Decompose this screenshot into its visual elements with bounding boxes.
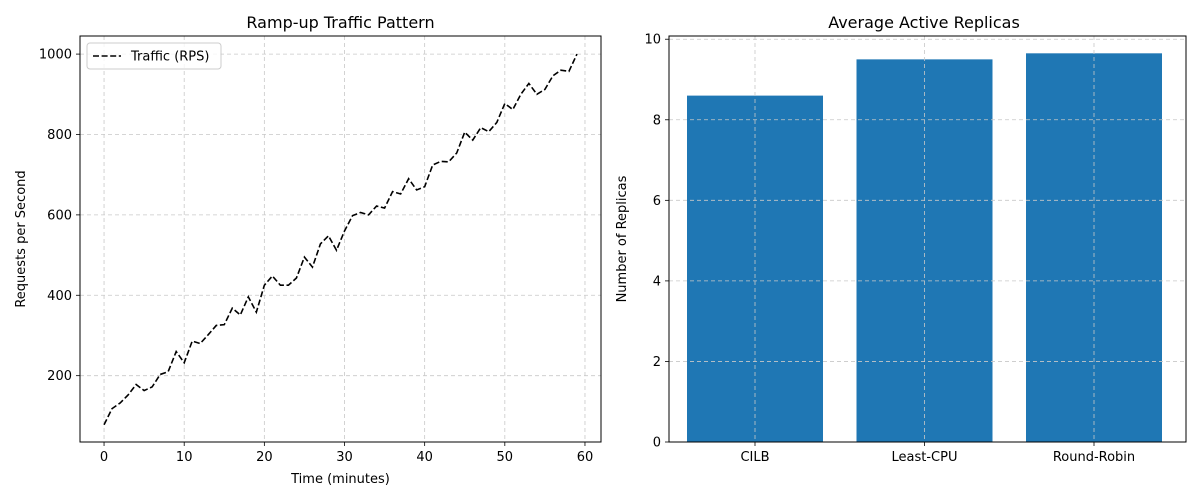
bar-chart-ticks: 0 2 4 6 8 10 CILB Least-CPU Round-Robin [644, 33, 1135, 465]
y-tick-label: 1000 [39, 48, 72, 63]
bar-chart-title: Average Active Replicas [828, 13, 1020, 32]
bar-chart-y-axis-label: Number of Replicas [615, 175, 630, 302]
bar-chart-axes-frame [668, 35, 1187, 443]
line-chart: 0 10 20 30 40 50 60 200 400 600 800 1000 Ramp-up Tr… [14, 13, 602, 487]
x-tick-label: CILB [740, 450, 769, 465]
y-tick-label: 600 [47, 208, 72, 223]
line-chart-ticks: 0 10 20 30 40 50 60 200 400 600 800 1000 [39, 48, 593, 465]
x-tick-label: 30 [336, 450, 353, 465]
y-tick-label: 400 [47, 289, 72, 304]
x-tick-label: 40 [416, 450, 433, 465]
line-chart-legend: Traffic (RPS) [86, 42, 222, 70]
y-tick-label: 4 [653, 274, 661, 289]
legend-box [86, 42, 222, 70]
x-tick-label: 20 [256, 450, 273, 465]
x-tick-label: 10 [176, 450, 193, 465]
y-tick-label: 8 [653, 113, 661, 128]
x-tick-label: 0 [100, 450, 108, 465]
y-tick-label: 0 [653, 436, 661, 451]
x-tick-label: 50 [497, 450, 514, 465]
y-tick-label: 2 [653, 355, 661, 370]
line-chart-x-axis-label: Time (minutes) [290, 472, 390, 487]
bar-chart: 0 2 4 6 8 10 CILB Least-CPU Round-Robin Average … [615, 13, 1187, 465]
x-tick-label: Least-CPU [892, 450, 958, 465]
line-chart-grid [80, 36, 601, 442]
line-chart-axes-frame [79, 35, 602, 443]
x-tick-label: 60 [577, 450, 594, 465]
y-tick-label: 800 [47, 128, 72, 143]
legend-entry-traffic: Traffic (RPS) [130, 50, 209, 65]
line-chart-title: Ramp-up Traffic Pattern [246, 13, 434, 32]
x-tick-label: Round-Robin [1053, 450, 1135, 465]
line-chart-y-axis-label: Requests per Second [14, 170, 29, 307]
y-tick-label: 200 [47, 369, 72, 384]
y-tick-label: 6 [653, 194, 661, 209]
y-tick-label: 10 [644, 33, 661, 48]
